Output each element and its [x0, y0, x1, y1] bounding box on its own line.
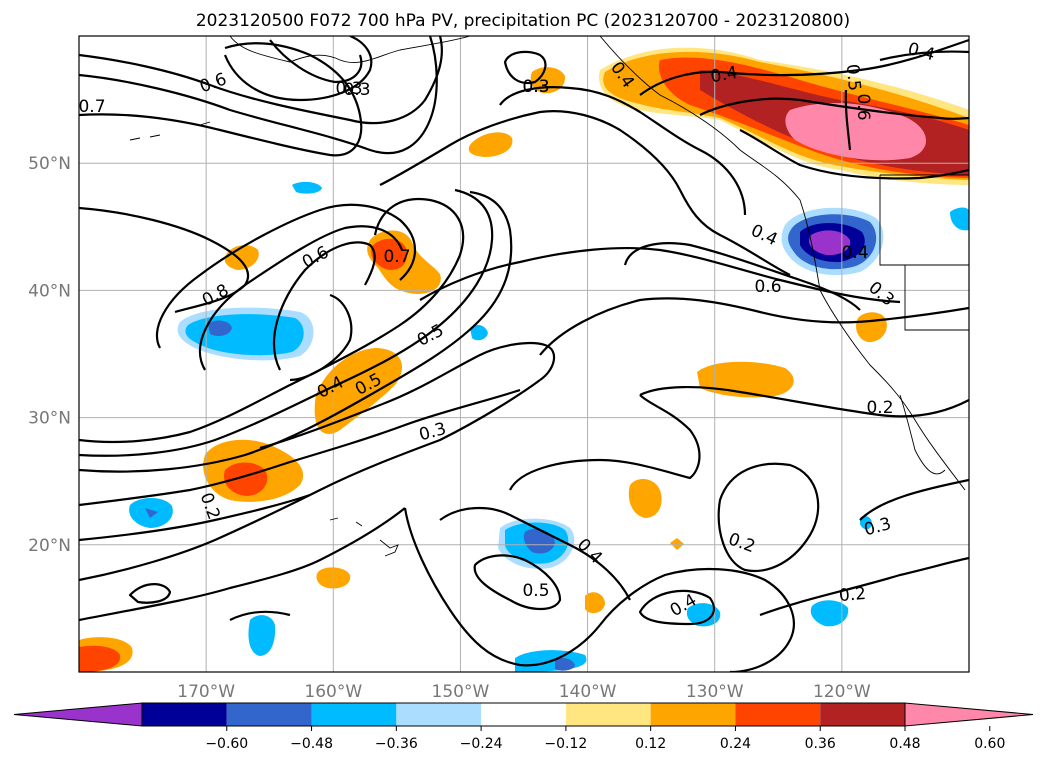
contour-label: 0.4 — [709, 63, 739, 87]
contour-label: 0.2 — [866, 398, 893, 418]
colorbar-tick-label: 0.12 — [635, 736, 666, 752]
contour-label: 0.5 — [842, 63, 864, 92]
colorbar-tick-label: −0.12 — [544, 736, 587, 752]
pv-contours — [79, 36, 969, 672]
lon-tick-label: 120°W — [813, 682, 871, 702]
map-area: 0.70.6 0.3 0.40.3 0.40.40.50.6 0.70.80.50.60… — [78, 36, 969, 672]
colorbar-tick-label: 0.24 — [720, 736, 751, 752]
colorbar-min-extend — [13, 702, 143, 727]
colorbar-tick-label: 0.60 — [974, 736, 1005, 752]
lon-tick-label: 130°W — [686, 682, 744, 702]
colorbar: −0.60 −0.48 −0.36 −0.24 −0.12 0.12 0.24 0.36 0.4… — [13, 702, 1034, 752]
lon-axis: 170°W 160°W 150°W 140°W 130°W 120°W — [177, 682, 871, 702]
contour-label: 0.3 — [335, 79, 362, 99]
lat-tick-label: 50°N — [28, 154, 71, 174]
colorbar-segment — [650, 703, 736, 726]
colorbar-segment — [311, 703, 397, 726]
colorbar-tick-label: −0.36 — [375, 736, 418, 752]
figure-title: 2023120500 F072 700 hPa PV, precipitatio… — [196, 11, 850, 31]
colorbar-segment — [226, 703, 312, 726]
lat-tick-label: 20°N — [28, 536, 71, 556]
map-frame — [78, 35, 970, 673]
contour-label: 0.3 — [343, 80, 370, 100]
contour-label: 0.7 — [383, 247, 410, 267]
colorbar-tick-label: −0.24 — [460, 736, 503, 752]
lat-axis: 20°N 30°N 40°N 50°N — [28, 154, 71, 556]
lat-tick-label: 30°N — [28, 409, 71, 429]
colorbar-segment — [481, 703, 566, 726]
lon-tick-label: 170°W — [177, 682, 235, 702]
colorbar-frame — [141, 702, 906, 727]
contour-label: 0.6 — [754, 277, 781, 297]
lat-tick-label: 40°N — [28, 281, 71, 301]
colorbar-tick-label: −0.60 — [205, 736, 248, 752]
lon-tick-label: 150°W — [432, 682, 490, 702]
colorbar-tick-label: −0.48 — [290, 736, 333, 752]
colorbar-segment — [735, 703, 821, 726]
colorbar-tick-label: 0.36 — [805, 736, 836, 752]
contour-label: 0.4 — [841, 243, 868, 263]
colorbar-segment — [142, 703, 227, 726]
contour-label: 0.2 — [838, 584, 867, 606]
colorbar-segment — [820, 703, 905, 726]
lon-tick-label: 160°W — [304, 682, 362, 702]
lon-tick-label: 140°W — [559, 682, 617, 702]
contour-label: 0.7 — [78, 97, 105, 117]
colorbar-segment — [565, 703, 651, 726]
colorbar-max-extend — [904, 702, 1034, 727]
contour-label: 0.6 — [853, 93, 873, 120]
colorbar-segment — [396, 703, 482, 726]
contour-label: 0.5 — [522, 581, 549, 601]
contour-label: 0.3 — [522, 77, 549, 97]
contour-label: 0.3 — [522, 77, 549, 97]
colorbar-tick-label: 0.48 — [889, 736, 920, 752]
coastlines — [129, 36, 969, 557]
